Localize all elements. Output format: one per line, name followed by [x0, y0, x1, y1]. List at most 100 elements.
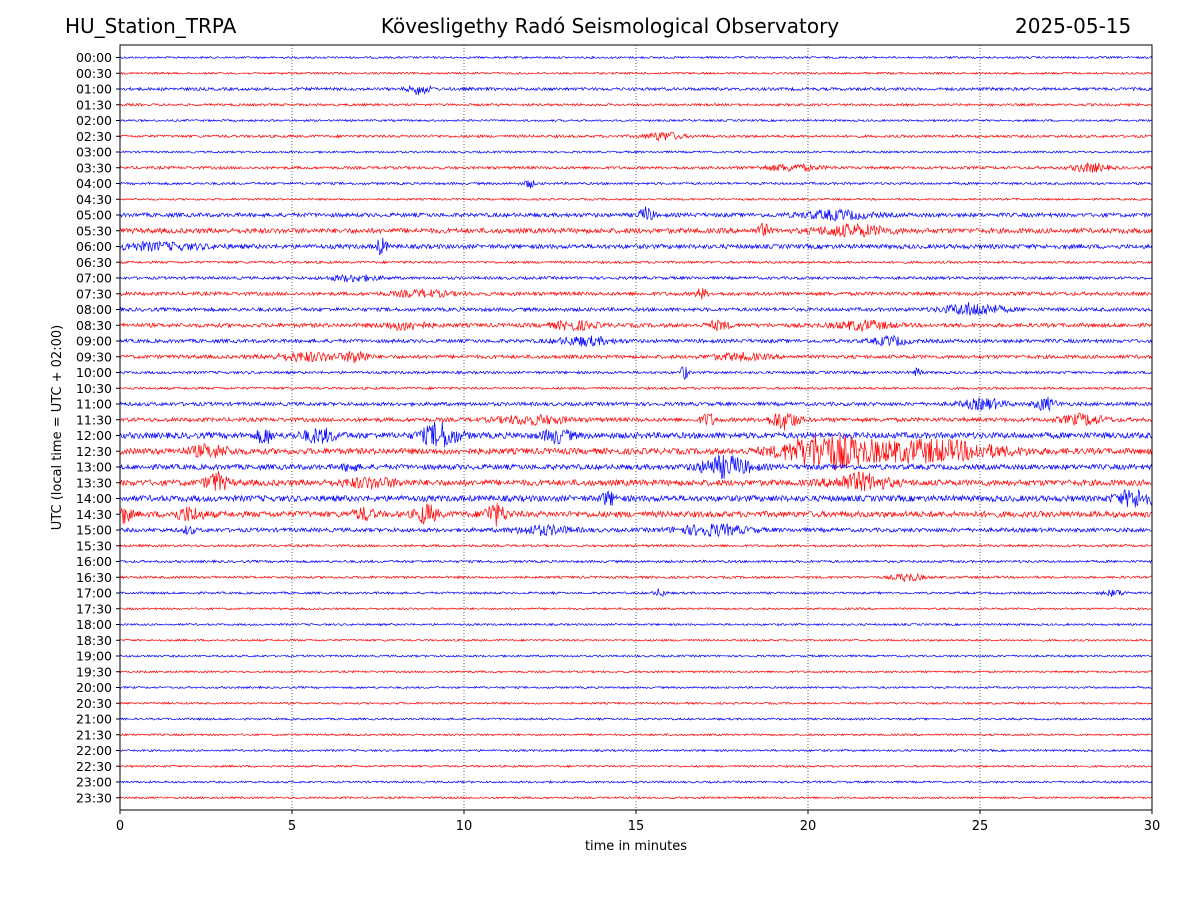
trace-1630 — [119, 572, 1153, 583]
trace-1900 — [119, 654, 1153, 658]
time-gridlines — [291, 45, 981, 810]
y-tick-label: 10:30 — [76, 381, 112, 396]
y-tick-label: 22:30 — [76, 759, 112, 774]
trace-2200 — [119, 748, 1153, 753]
y-tick-label: 11:30 — [76, 412, 112, 427]
y-tick-label: 08:00 — [76, 302, 112, 317]
trace-0500 — [119, 206, 1153, 222]
y-tick-label: 16:30 — [76, 570, 112, 585]
trace-1000 — [119, 366, 1153, 380]
y-tick-label: 03:30 — [76, 160, 112, 175]
trace-0900 — [119, 334, 1153, 348]
trace-1700 — [119, 588, 1153, 597]
y-tick-label: 11:00 — [76, 397, 112, 412]
y-tick-label: 09:00 — [76, 334, 112, 349]
y-tick-label: 19:00 — [76, 649, 112, 664]
trace-1930 — [119, 669, 1153, 674]
y-tick-label: 20:00 — [76, 680, 112, 695]
trace-0530 — [119, 222, 1153, 238]
x-tick-label: 25 — [972, 819, 989, 834]
x-axis-label: time in minutes — [585, 839, 687, 854]
trace-2130 — [119, 732, 1153, 737]
y-tick-label: 18:30 — [76, 633, 112, 648]
y-tick-label: 17:00 — [76, 586, 112, 601]
y-tick-label: 07:00 — [76, 271, 112, 286]
y-tick-label: 02:00 — [76, 113, 112, 128]
trace-0000 — [119, 55, 1153, 60]
y-tick-label: 13:30 — [76, 475, 112, 490]
y-tick-label: 10:00 — [76, 365, 112, 380]
y-tick-label: 12:00 — [76, 428, 112, 443]
y-tick-label: 13:00 — [76, 460, 112, 475]
trace-0130 — [119, 102, 1153, 107]
trace-1200 — [119, 421, 1153, 448]
y-tick-label: 01:30 — [76, 97, 112, 112]
y-tick-label: 16:00 — [76, 554, 112, 569]
station-name: HU_Station_TRPA — [65, 14, 237, 38]
y-tick-label: 00:00 — [76, 50, 112, 65]
trace-0630 — [119, 260, 1153, 265]
y-tick-label: 14:30 — [76, 507, 112, 522]
trace-0730 — [119, 288, 1153, 300]
trace-0200 — [119, 118, 1153, 123]
y-tick-label: 23:30 — [76, 790, 112, 805]
trace-1400 — [119, 489, 1153, 508]
y-tick-label: 08:30 — [76, 318, 112, 333]
x-tick-label: 20 — [800, 819, 817, 834]
trace-2030 — [119, 701, 1153, 706]
chart-title: Kövesligethy Radó Seismological Observat… — [380, 14, 840, 38]
y-tick-label: 06:00 — [76, 239, 112, 254]
trace-2330 — [119, 795, 1153, 800]
chart-date: 2025-05-15 — [1015, 14, 1132, 38]
y-tick-label: 23:00 — [76, 775, 112, 790]
trace-1530 — [119, 543, 1153, 548]
trace-0100 — [119, 84, 1153, 96]
y-tick-label: 05:00 — [76, 208, 112, 223]
y-tick-label: 05:30 — [76, 223, 112, 238]
y-tick-label: 14:00 — [76, 491, 112, 506]
x-tick-label: 15 — [628, 819, 645, 834]
trace-1430 — [119, 502, 1153, 527]
seismogram-traces — [119, 55, 1153, 800]
y-tick-label: 18:00 — [76, 617, 112, 632]
trace-0430 — [120, 197, 1153, 202]
trace-0700 — [119, 273, 1153, 283]
y-tick-label: 04:30 — [76, 192, 112, 207]
y-tick-label: 04:00 — [76, 176, 112, 191]
y-tick-label: 17:30 — [76, 601, 112, 616]
trace-1730 — [120, 606, 1153, 611]
trace-1600 — [119, 559, 1153, 564]
trace-0800 — [119, 302, 1153, 316]
trace-0830 — [119, 319, 1153, 333]
trace-2000 — [119, 685, 1153, 690]
y-tick-label: 19:30 — [76, 664, 112, 679]
y-tick-label: 07:30 — [76, 286, 112, 301]
y-axis-ticks: 00:0000:3001:0001:3002:0002:3003:0003:30… — [76, 50, 120, 805]
trace-0330 — [119, 162, 1153, 173]
trace-2300 — [119, 780, 1153, 784]
x-tick-label: 0 — [116, 819, 124, 834]
trace-0030 — [119, 71, 1153, 76]
y-tick-label: 21:30 — [76, 727, 112, 742]
y-tick-label: 21:00 — [76, 712, 112, 727]
y-tick-label: 03:00 — [76, 145, 112, 160]
trace-1830 — [119, 638, 1153, 643]
trace-1330 — [119, 471, 1152, 492]
y-tick-label: 20:30 — [76, 696, 112, 711]
y-tick-label: 22:00 — [76, 743, 112, 758]
trace-1230 — [119, 434, 1153, 471]
x-tick-label: 30 — [1144, 819, 1161, 834]
y-tick-label: 02:30 — [76, 129, 112, 144]
trace-0930 — [119, 351, 1153, 364]
trace-1100 — [119, 396, 1153, 412]
trace-0600 — [119, 237, 1153, 256]
trace-2230 — [119, 764, 1153, 769]
x-axis-ticks: 0 5 10 15 20 25 30 — [116, 810, 1160, 834]
trace-0300 — [119, 150, 1153, 154]
trace-1130 — [119, 412, 1153, 431]
x-tick-label: 5 — [288, 819, 296, 834]
trace-1800 — [119, 622, 1153, 627]
y-axis-label: UTC (local time = UTC + 02:00) — [50, 325, 65, 530]
y-tick-label: 15:00 — [76, 523, 112, 538]
